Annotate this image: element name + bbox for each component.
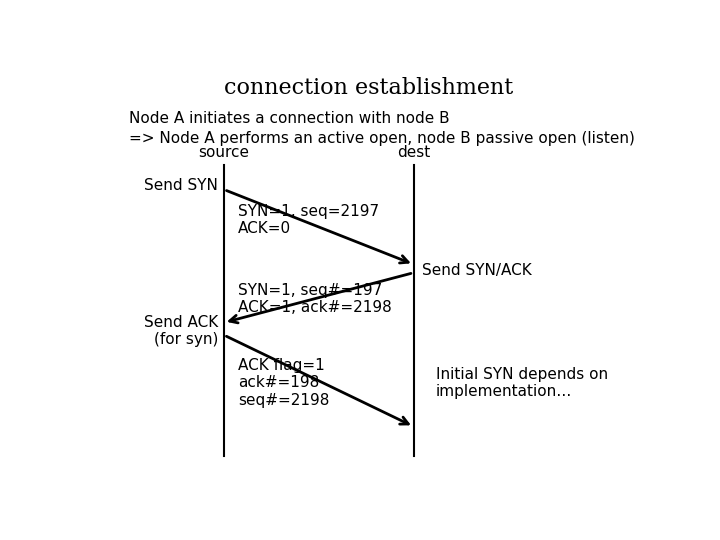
Text: ACK flag=1
ack#=198
seq#=2198: ACK flag=1 ack#=198 seq#=2198 <box>238 358 329 408</box>
Text: => Node A performs an active open, node B passive open (listen): => Node A performs an active open, node … <box>129 131 635 146</box>
Text: connection establishment: connection establishment <box>225 77 513 99</box>
Text: dest: dest <box>397 145 431 160</box>
Text: SYN=1, seq#=197
ACK=1, ack#=2198: SYN=1, seq#=197 ACK=1, ack#=2198 <box>238 283 392 315</box>
Text: Initial SYN depends on
implementation…: Initial SYN depends on implementation… <box>436 367 608 399</box>
Text: Send SYN/ACK: Send SYN/ACK <box>422 263 532 278</box>
Text: Send SYN: Send SYN <box>145 178 218 193</box>
Text: SYN=1, seq=2197
ACK=0: SYN=1, seq=2197 ACK=0 <box>238 204 379 237</box>
Text: source: source <box>199 145 249 160</box>
Text: Send ACK
(for syn): Send ACK (for syn) <box>144 315 218 347</box>
Text: Node A initiates a connection with node B: Node A initiates a connection with node … <box>129 111 450 125</box>
